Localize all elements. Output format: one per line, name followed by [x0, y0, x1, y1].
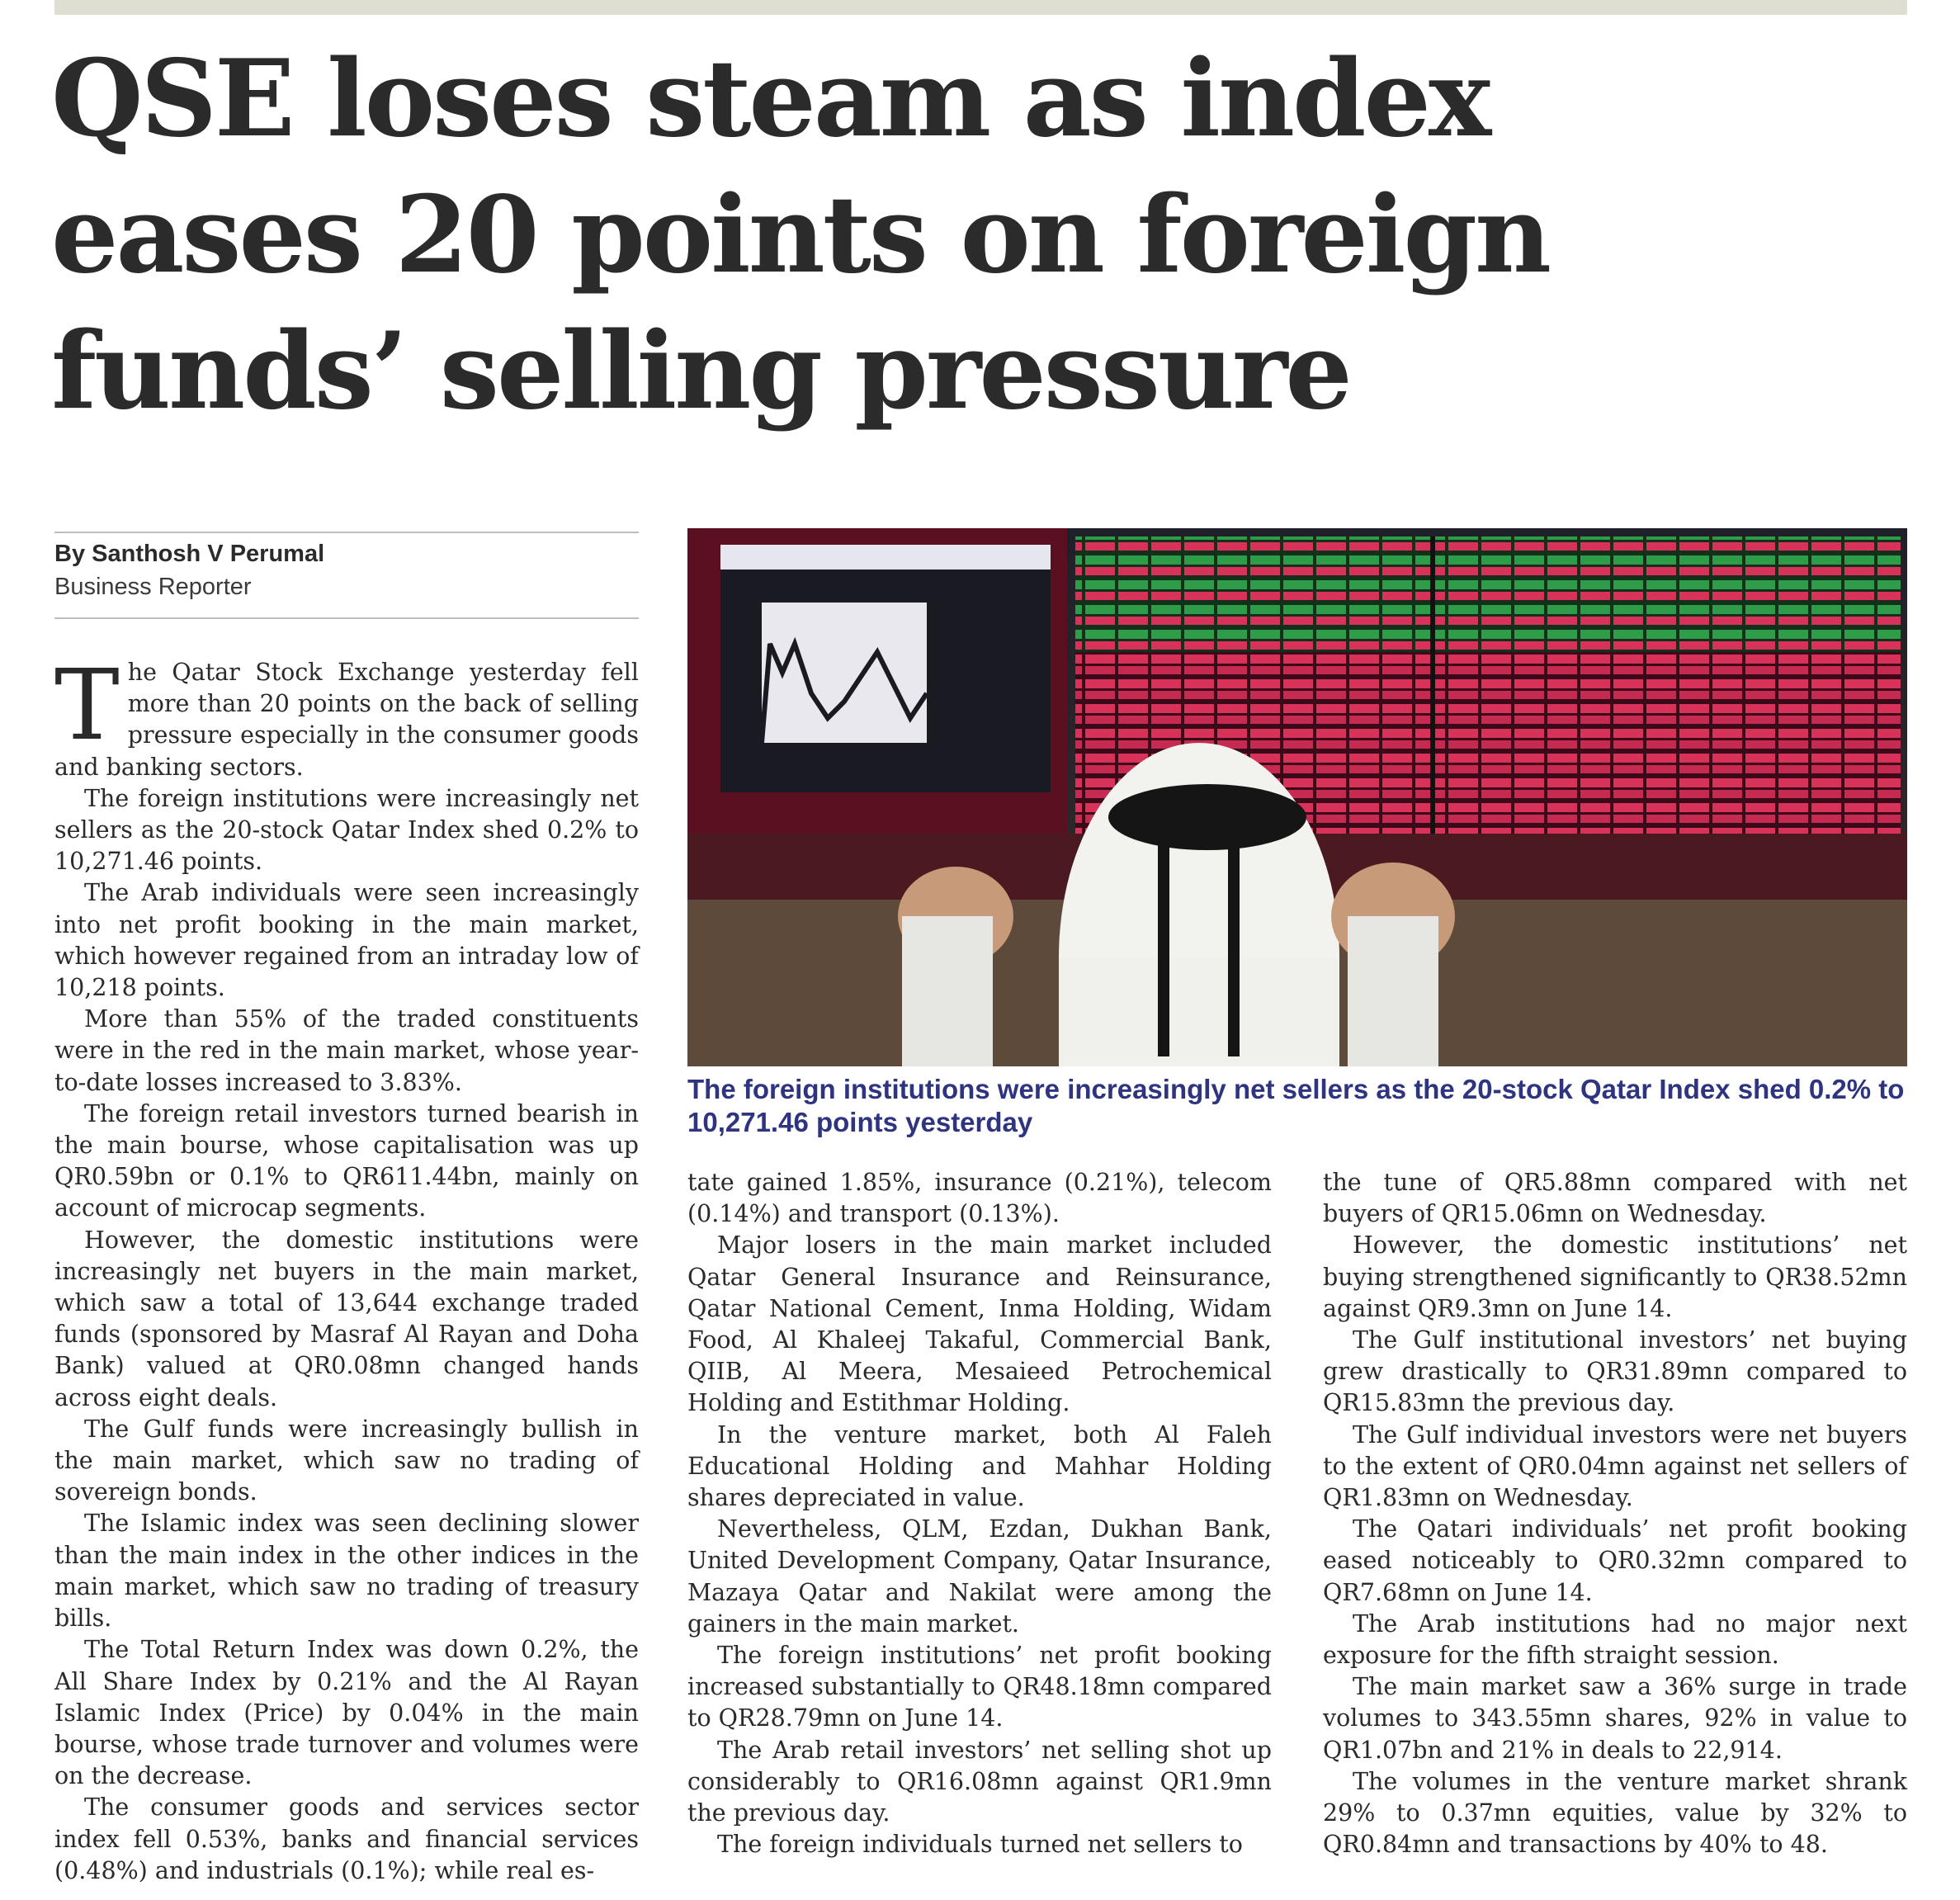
article-paragraph: The Qatari individuals’ net profit booki…	[1323, 1515, 1907, 1606]
article-paragraph: Major losers in the main market included…	[687, 1231, 1272, 1417]
top-color-bar	[54, 0, 1907, 15]
headline-line: QSE loses steam as index	[51, 37, 1491, 161]
article-paragraph: The consumer goods and services sector i…	[54, 1794, 639, 1884]
article-paragraph: The Islamic index was seen declining slo…	[54, 1510, 639, 1633]
article-column-3: the tune of QR5.88mn compared with net b…	[1323, 1167, 1907, 1860]
article-paragraph: More than 55% of the traded constituents…	[54, 1005, 639, 1096]
article-paragraph: The foreign individuals turned net selle…	[717, 1831, 1243, 1859]
article-paragraph: The Arab individuals were seen increasin…	[54, 879, 639, 1002]
byline-author: By Santhosh V Perumal	[54, 541, 325, 567]
trading-screen-photo	[687, 528, 1907, 1066]
headline: QSE loses steam as index eases 20 points…	[51, 31, 1916, 440]
article-paragraph: The Total Return Index was down 0.2%, th…	[54, 1636, 639, 1790]
article-paragraph: The foreign institutions’ net profit boo…	[687, 1642, 1272, 1732]
paragraph-text: he Qatar Stock Exchange yesterday fell m…	[54, 659, 639, 781]
article-paragraph: The foreign retail investors turned bear…	[54, 1099, 639, 1222]
photo-illustration	[687, 528, 1907, 1066]
headline-line: eases 20 points on foreign	[51, 173, 1551, 297]
article-paragraph: The foreign institutions were increasing…	[54, 784, 639, 876]
article-paragraph: However, the domestic institutions were …	[54, 1226, 639, 1411]
article-paragraph: The Gulf funds were increasingly bullish…	[54, 1415, 639, 1506]
byline-role: Business Reporter	[54, 574, 252, 600]
article-paragraph: the tune of QR5.88mn compared with net b…	[1323, 1169, 1907, 1228]
article-paragraph: Nevertheless, QLM, Ezdan, Dukhan Bank, U…	[687, 1515, 1272, 1638]
article-paragraph: The Gulf institutional investors’ net bu…	[1323, 1326, 1907, 1417]
article-paragraph: In the venture market, both Al Faleh Edu…	[687, 1420, 1272, 1512]
article-paragraph: tate gained 1.85%, insurance (0.21%), te…	[687, 1169, 1272, 1228]
byline-bottom-rule	[54, 617, 639, 619]
article-column-2: tate gained 1.85%, insurance (0.21%), te…	[687, 1167, 1272, 1860]
article-paragraph: The Arab institutions had no major next …	[1323, 1609, 1907, 1670]
article-paragraph: The volumes in the venture market shrank…	[1323, 1767, 1907, 1859]
headline-line: funds’ selling pressure	[51, 310, 1353, 433]
article-paragraph: However, the domestic institutions’ net …	[1323, 1231, 1907, 1322]
photo-caption: The foreign institutions were increasing…	[687, 1074, 1905, 1137]
drop-cap: T	[54, 648, 120, 762]
article-paragraph: The main market saw a 36% surge in trade…	[1323, 1673, 1907, 1764]
article-paragraph: The Arab retail investors’ net selling s…	[687, 1736, 1272, 1827]
byline-top-rule	[54, 532, 639, 533]
article-paragraph: The Gulf individual investors were net b…	[1323, 1420, 1907, 1512]
